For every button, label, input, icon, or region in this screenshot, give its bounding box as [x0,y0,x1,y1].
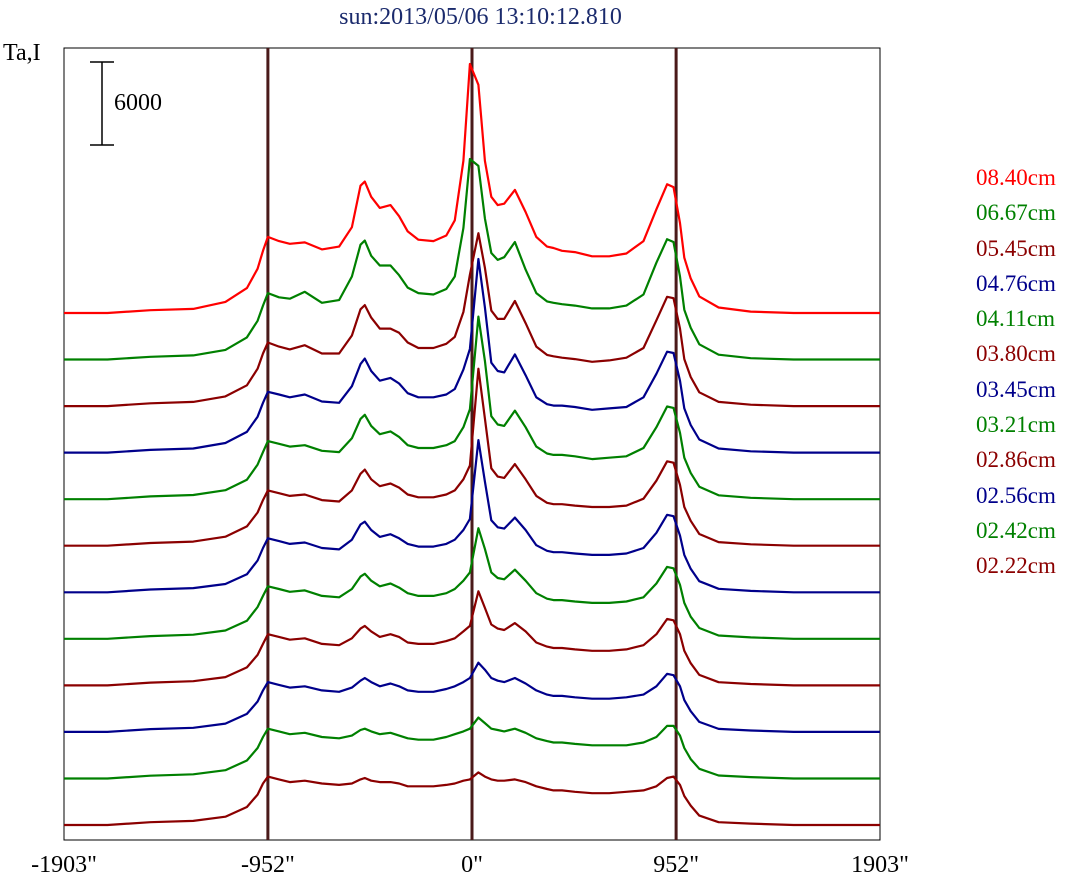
legend-item: 03.45cm [976,376,1056,402]
legend: 08.40cm 06.67cm 05.45cm 04.76cm 04.11cm 03.80… [976,160,1056,584]
series-line-03.21cm [64,527,880,640]
legend-item: 05.45cm [976,235,1056,261]
series-line-02.86cm [64,590,880,687]
series-lines [64,62,880,827]
x-tick-label: 952" [653,852,699,878]
x-tick-label: 1903" [851,852,909,878]
legend-item: 02.22cm [976,553,1056,579]
x-axis-ticks: -1903" -952" 0" 952" 1903" [0,852,961,882]
series-line-03.45cm [64,439,880,594]
series-line-06.67cm [64,157,880,361]
legend-item: 03.80cm [976,341,1056,367]
series-line-02.42cm [64,716,880,780]
legend-item: 04.11cm [976,306,1055,332]
scale-bar-label: 6000 [114,90,162,116]
legend-item: 02.56cm [976,482,1056,508]
x-tick-label: 0" [461,852,483,878]
legend-item: 06.67cm [976,200,1056,226]
series-line-02.56cm [64,661,880,733]
series-line-03.80cm [64,367,880,547]
legend-item: 08.40cm [976,165,1056,190]
x-tick-label: -1903" [31,852,97,878]
series-line-02.22cm [64,771,880,827]
series-line-04.76cm [64,257,880,454]
series-line-08.40cm [64,62,880,315]
legend-item: 04.76cm [976,270,1056,296]
legend-item: 02.42cm [976,517,1056,543]
series-line-05.45cm [64,232,880,408]
legend-item: 03.21cm [976,412,1056,438]
chart-title: sun:2013/05/06 13:10:12.810 [339,4,622,30]
series-line-04.11cm [64,315,880,501]
scale-bar: 6000 [90,61,162,146]
x-tick-label: -952" [240,852,295,878]
legend-item: 02.86cm [976,447,1056,473]
y-axis-label: Ta,I [3,40,41,66]
plot-area: 6000 [63,47,881,841]
